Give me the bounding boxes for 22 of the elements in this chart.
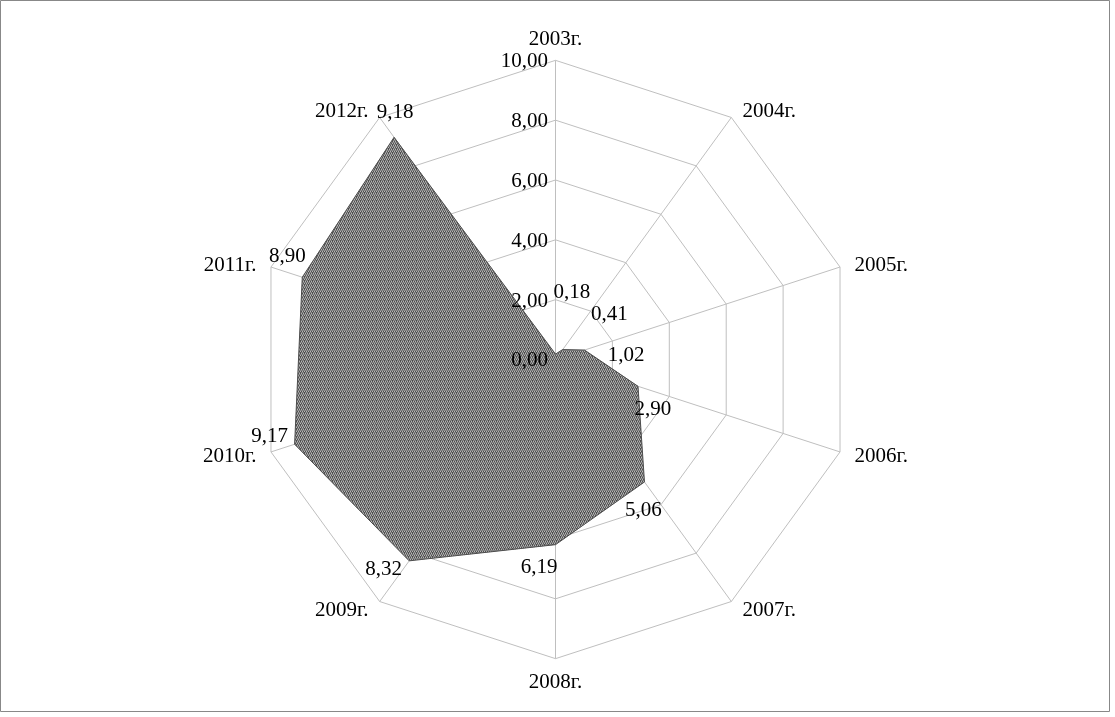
y-tick-label: 10,00 [500,48,549,73]
spoke-label: 2011г. [203,252,257,277]
data-label: 9,18 [376,98,414,123]
y-tick-label: 4,00 [511,227,549,252]
y-tick-label: 6,00 [511,168,549,192]
data-label: 8,90 [269,243,306,268]
spoke-label: 2009г. [314,596,369,621]
y-tick-label: 0,00 [511,347,549,372]
data-label: 0,41 [590,301,628,326]
data-label: 6,19 [520,553,558,578]
spoke-label: 2012г. [314,98,369,123]
spoke-label: 2008г. [528,669,583,694]
spoke-label: 2003г. [528,25,583,50]
data-label: 1,02 [607,341,645,366]
y-tick-label: 8,00 [511,108,549,133]
spoke-label: 2005г. [854,252,909,277]
data-label: 5,06 [625,496,662,521]
data-label: 8,32 [365,556,402,581]
spoke-label: 2007г. [742,596,797,621]
spoke-label: 2006г. [854,442,909,467]
data-label: 0,18 [553,278,591,303]
spoke-label: 2004г. [742,98,797,123]
